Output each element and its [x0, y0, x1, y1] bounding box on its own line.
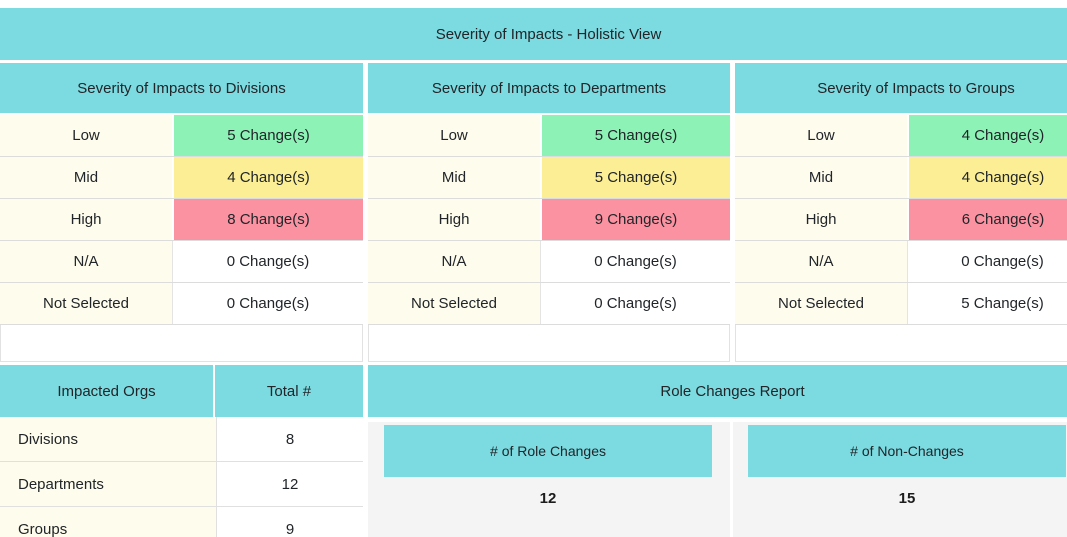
impacted-orgs-header-label: Impacted Orgs [0, 365, 215, 417]
severity-table-departments: Severity of Impacts to Departments Low 5… [368, 63, 730, 362]
role-changes-card: # of Role Changes 12 [368, 422, 730, 537]
severity-row-mid: Mid 4 Change(s) [735, 157, 1067, 199]
severity-label-not-selected: Not Selected [0, 283, 172, 324]
severity-row-na: N/A 0 Change(s) [368, 241, 730, 283]
impacted-orgs-table: Impacted Orgs Total # Divisions 8 Depart… [0, 365, 363, 537]
severity-value-low: 4 Change(s) [907, 115, 1067, 156]
card-divider [730, 422, 733, 537]
empty-row [368, 325, 730, 362]
severity-table-groups: Severity of Impacts to Groups Low 4 Chan… [735, 63, 1067, 362]
role-changes-card-title: # of Role Changes [384, 425, 712, 477]
severity-label-mid: Mid [368, 157, 540, 198]
severity-row-low: Low 5 Change(s) [368, 115, 730, 157]
role-changes-report-title: Role Changes Report [368, 365, 1067, 417]
empty-row [0, 325, 363, 362]
severity-row-na: N/A 0 Change(s) [735, 241, 1067, 283]
severity-value-mid: 4 Change(s) [907, 157, 1067, 198]
severity-label-mid: Mid [0, 157, 172, 198]
severity-label-not-selected: Not Selected [735, 283, 907, 324]
impacted-orgs-row-divisions: Divisions 8 [0, 417, 363, 462]
severity-label-low: Low [368, 115, 540, 156]
severity-value-not-selected: 0 Change(s) [540, 283, 730, 324]
severity-row-high: High 8 Change(s) [0, 199, 363, 241]
impacted-orgs-value: 8 [216, 417, 363, 461]
severity-label-low: Low [0, 115, 172, 156]
severity-row-low: Low 5 Change(s) [0, 115, 363, 157]
impacted-orgs-label: Departments [0, 462, 216, 506]
severity-label-na: N/A [735, 241, 907, 282]
non-changes-card: # of Non-Changes 15 [733, 422, 1067, 537]
impacted-orgs-label: Groups [0, 507, 216, 537]
severity-table-divisions: Severity of Impacts to Divisions Low 5 C… [0, 63, 363, 362]
impacted-orgs-header: Impacted Orgs Total # [0, 365, 363, 417]
severity-table-groups-title: Severity of Impacts to Groups [735, 63, 1067, 113]
severity-value-low: 5 Change(s) [540, 115, 730, 156]
bottom-row: Impacted Orgs Total # Divisions 8 Depart… [0, 365, 1067, 537]
non-changes-card-title: # of Non-Changes [748, 425, 1066, 477]
severity-row-high: High 6 Change(s) [735, 199, 1067, 241]
impacted-orgs-row-groups: Groups 9 [0, 507, 363, 537]
severity-row-high: High 9 Change(s) [368, 199, 730, 241]
empty-row [735, 325, 1067, 362]
role-changes-card-value: 12 [539, 490, 557, 507]
severity-table-divisions-title: Severity of Impacts to Divisions [0, 63, 363, 113]
severity-label-na: N/A [368, 241, 540, 282]
severity-row-not-selected: Not Selected 0 Change(s) [0, 283, 363, 325]
role-changes-report-body: # of Role Changes 12 # of Non-Changes 15 [368, 422, 1067, 537]
severity-label-high: High [368, 199, 540, 240]
severity-label-na: N/A [0, 241, 172, 282]
impacted-orgs-value: 9 [216, 507, 363, 537]
impacted-orgs-row-departments: Departments 12 [0, 462, 363, 507]
severity-label-low: Low [735, 115, 907, 156]
page-title: Severity of Impacts - Holistic View [0, 8, 1067, 60]
severity-value-mid: 5 Change(s) [540, 157, 730, 198]
impacted-orgs-label: Divisions [0, 417, 216, 461]
severity-value-na: 0 Change(s) [172, 241, 363, 282]
severity-value-high: 8 Change(s) [172, 199, 363, 240]
severity-value-not-selected: 5 Change(s) [907, 283, 1067, 324]
severity-row-mid: Mid 5 Change(s) [368, 157, 730, 199]
severity-value-not-selected: 0 Change(s) [172, 283, 363, 324]
severity-value-high: 9 Change(s) [540, 199, 730, 240]
impacted-orgs-header-total: Total # [215, 365, 363, 417]
severity-value-mid: 4 Change(s) [172, 157, 363, 198]
severity-tables-row: Severity of Impacts to Divisions Low 5 C… [0, 63, 1067, 362]
severity-value-na: 0 Change(s) [540, 241, 730, 282]
severity-label-mid: Mid [735, 157, 907, 198]
severity-table-departments-title: Severity of Impacts to Departments [368, 63, 730, 113]
severity-row-low: Low 4 Change(s) [735, 115, 1067, 157]
impacted-orgs-value: 12 [216, 462, 363, 506]
severity-value-na: 0 Change(s) [907, 241, 1067, 282]
severity-row-mid: Mid 4 Change(s) [0, 157, 363, 199]
severity-label-not-selected: Not Selected [368, 283, 540, 324]
severity-label-high: High [0, 199, 172, 240]
severity-value-high: 6 Change(s) [907, 199, 1067, 240]
severity-row-not-selected: Not Selected 0 Change(s) [368, 283, 730, 325]
severity-row-not-selected: Not Selected 5 Change(s) [735, 283, 1067, 325]
severity-value-low: 5 Change(s) [172, 115, 363, 156]
role-changes-report: Role Changes Report # of Role Changes 12… [368, 365, 1067, 537]
severity-label-high: High [735, 199, 907, 240]
severity-row-na: N/A 0 Change(s) [0, 241, 363, 283]
non-changes-card-value: 15 [898, 490, 916, 507]
